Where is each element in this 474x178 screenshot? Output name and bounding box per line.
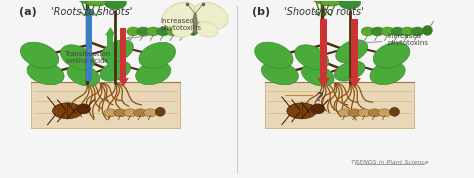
Ellipse shape: [157, 27, 170, 36]
Ellipse shape: [311, 104, 325, 114]
Ellipse shape: [101, 40, 133, 63]
Bar: [265, 82, 414, 128]
Ellipse shape: [162, 2, 196, 29]
Ellipse shape: [188, 25, 198, 35]
Ellipse shape: [194, 2, 228, 29]
Polygon shape: [348, 78, 361, 88]
Ellipse shape: [100, 0, 112, 2]
Ellipse shape: [127, 27, 140, 36]
Ellipse shape: [411, 27, 424, 36]
Ellipse shape: [177, 27, 190, 36]
Ellipse shape: [348, 109, 361, 117]
Ellipse shape: [422, 25, 432, 35]
Ellipse shape: [313, 0, 340, 6]
Text: 'Shoots to roots': 'Shoots to roots': [284, 7, 364, 17]
Ellipse shape: [371, 27, 384, 36]
Ellipse shape: [79, 0, 106, 6]
Ellipse shape: [378, 109, 391, 117]
Bar: [31, 82, 180, 128]
Text: Increased
phytotoxins: Increased phytotoxins: [127, 19, 201, 40]
Ellipse shape: [147, 27, 160, 36]
Ellipse shape: [76, 104, 91, 114]
Ellipse shape: [155, 107, 165, 116]
Ellipse shape: [139, 42, 175, 68]
Ellipse shape: [20, 42, 59, 68]
Polygon shape: [318, 78, 330, 88]
Ellipse shape: [104, 0, 127, 9]
Bar: [108, 35, 113, 81]
Ellipse shape: [370, 62, 405, 85]
Text: ?: ?: [316, 91, 323, 104]
Ellipse shape: [336, 40, 368, 63]
Ellipse shape: [339, 0, 361, 9]
Ellipse shape: [334, 61, 365, 81]
Text: Increased
phytotoxins: Increased phytotoxins: [358, 33, 428, 46]
Ellipse shape: [381, 27, 394, 36]
Bar: [351, 19, 358, 78]
Ellipse shape: [287, 103, 317, 119]
Bar: [320, 19, 327, 78]
Ellipse shape: [261, 62, 299, 85]
Ellipse shape: [137, 27, 150, 36]
Ellipse shape: [374, 42, 410, 68]
Bar: [86, 16, 92, 81]
Ellipse shape: [144, 109, 157, 117]
Ellipse shape: [310, 0, 334, 3]
Text: 'Roots to shoots': 'Roots to shoots': [51, 7, 132, 17]
Polygon shape: [84, 7, 95, 16]
Ellipse shape: [358, 109, 371, 117]
Ellipse shape: [335, 0, 346, 2]
Ellipse shape: [167, 27, 180, 36]
Text: (b): (b): [252, 7, 270, 17]
Ellipse shape: [301, 64, 334, 86]
Ellipse shape: [75, 0, 100, 3]
Ellipse shape: [391, 27, 404, 36]
Ellipse shape: [134, 109, 147, 117]
Ellipse shape: [67, 64, 100, 86]
Ellipse shape: [401, 27, 414, 36]
Text: TRENDS in Plant Science: TRENDS in Plant Science: [351, 160, 428, 165]
Ellipse shape: [61, 45, 94, 70]
Ellipse shape: [136, 62, 171, 85]
Ellipse shape: [53, 103, 82, 119]
Ellipse shape: [27, 62, 64, 85]
Ellipse shape: [100, 61, 131, 81]
Ellipse shape: [124, 109, 137, 117]
Ellipse shape: [295, 45, 328, 70]
Ellipse shape: [193, 13, 197, 34]
Ellipse shape: [196, 22, 218, 37]
Ellipse shape: [173, 22, 194, 37]
Ellipse shape: [255, 42, 293, 68]
Polygon shape: [105, 27, 116, 35]
Ellipse shape: [361, 27, 374, 36]
Bar: [120, 28, 127, 78]
Ellipse shape: [390, 107, 400, 116]
Polygon shape: [118, 78, 129, 87]
Ellipse shape: [368, 109, 381, 117]
Ellipse shape: [114, 109, 127, 117]
Text: (a): (a): [18, 7, 36, 17]
Ellipse shape: [104, 109, 117, 117]
Text: Translocation
amino acids: Translocation amino acids: [64, 48, 110, 64]
Ellipse shape: [338, 109, 351, 117]
